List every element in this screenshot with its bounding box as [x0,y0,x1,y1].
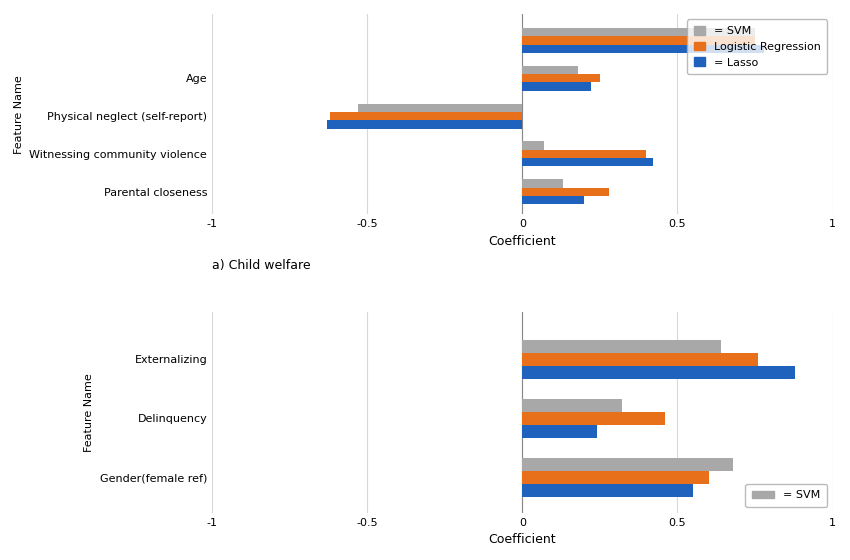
Bar [327,120,523,128]
Bar [523,412,665,425]
Text: a) Child welfare: a) Child welfare [212,259,311,272]
Y-axis label: Feature Name: Feature Name [14,75,24,153]
X-axis label: Coefficient: Coefficient [489,235,556,248]
Bar [523,188,609,196]
Bar [523,366,796,379]
Bar [523,28,755,36]
Bar [523,82,591,91]
Bar [523,353,758,366]
Legend: = SVM, Logistic Regression, = Lasso: = SVM, Logistic Regression, = Lasso [687,20,827,74]
Bar [523,471,709,484]
Bar [330,112,523,120]
Bar [523,458,734,471]
Bar [523,399,621,412]
Bar [523,425,597,438]
Bar [523,179,563,188]
Bar [523,340,721,353]
Y-axis label: Feature Name: Feature Name [84,373,94,452]
Bar [523,74,600,82]
Bar [523,158,653,166]
Bar [523,66,578,74]
Bar [523,141,544,150]
Bar [523,36,755,45]
Bar [523,196,585,204]
X-axis label: Coefficient: Coefficient [489,533,556,546]
Bar [523,150,647,158]
Bar [523,484,693,497]
Bar [358,104,523,112]
Bar [523,45,764,53]
Legend: = SVM: = SVM [745,484,827,507]
